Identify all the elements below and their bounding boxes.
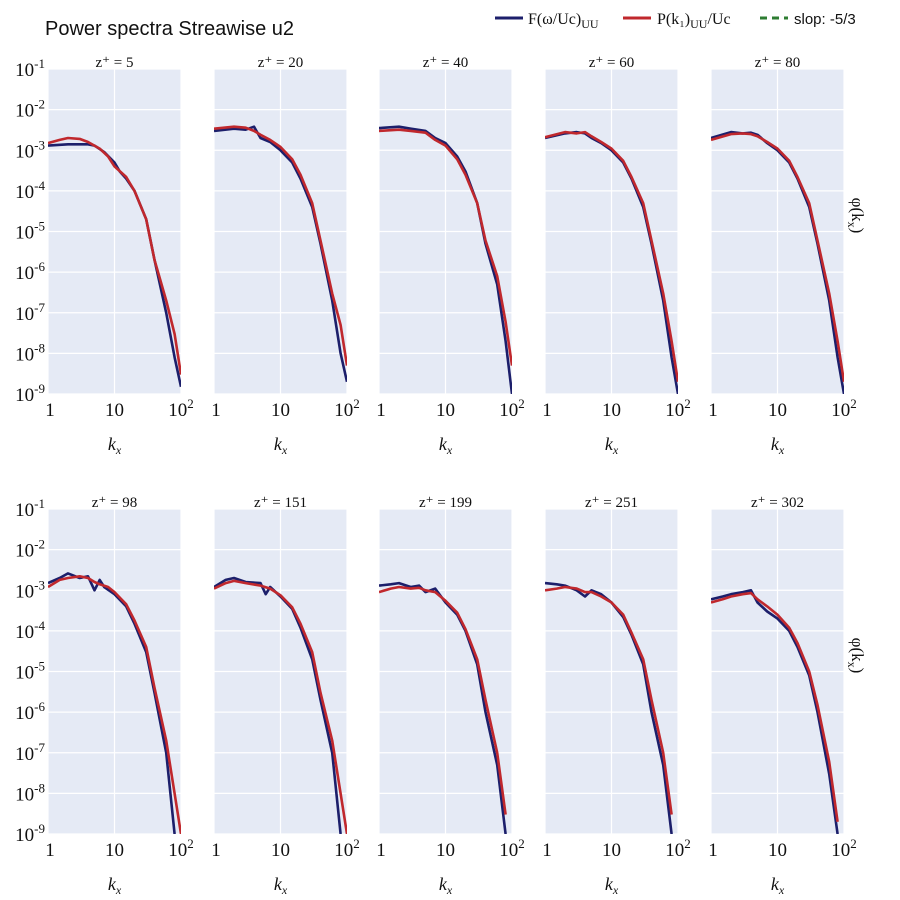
y-tick-label: 10-3: [15, 577, 45, 602]
y-tick-label: 10-8: [15, 780, 45, 805]
y-tick-label: 10-9: [15, 381, 45, 406]
y-tick-label: 10-1: [15, 496, 45, 521]
subplot-title: z⁺ = 60: [589, 55, 635, 71]
panel-8: z⁺ = 251 1 10 102 kx: [542, 495, 691, 897]
y-tick-label: 10-5: [15, 219, 45, 244]
x-tick-label: 1: [542, 840, 552, 861]
x-axis-label: kx: [274, 874, 288, 897]
x-axis-label: kx: [771, 434, 785, 457]
x-axis-label: kx: [439, 874, 453, 897]
x-tick-label: 102: [665, 836, 691, 861]
panel-5: z⁺ = 98 1 10 102 kx 10-1 10-2 10-3 10-4 10-5 10-6 1…: [15, 495, 194, 897]
legend-label-1: P(k₁)UU/Uc: [657, 11, 731, 31]
x-tick-label: 102: [168, 836, 194, 861]
chart-title: Power spectra Streawise u2: [45, 18, 294, 40]
y-tick-label: 10-6: [15, 699, 45, 724]
x-tick-label: 10: [602, 400, 621, 421]
subplot-title: z⁺ = 80: [755, 55, 801, 71]
x-tick-label: 10: [105, 400, 124, 421]
x-tick-label: 10: [602, 840, 621, 861]
series-P-line: [214, 579, 347, 834]
x-tick-label: 102: [334, 836, 360, 861]
series-P-line: [48, 574, 181, 834]
x-tick-label: 102: [334, 396, 360, 421]
panel-4: z⁺ = 80 1 10 102 kx φ(kx): [708, 55, 867, 457]
panel-2: z⁺ = 40 1 10 102 kx: [376, 55, 525, 457]
panel-3: z⁺ = 60 1 10 102 kx: [542, 55, 691, 457]
x-tick-label: 102: [665, 396, 691, 421]
x-tick-label: 1: [376, 840, 386, 861]
subplot-title: z⁺ = 302: [751, 495, 804, 511]
x-tick-label: 1: [45, 840, 55, 861]
series-P-line: [379, 585, 507, 815]
x-axis-label: kx: [108, 874, 122, 897]
subplot-title: z⁺ = 199: [419, 495, 472, 511]
y-tick-label: 10-4: [15, 618, 45, 643]
y-tick-label: 10-7: [15, 300, 45, 325]
x-tick-label: 1: [542, 400, 552, 421]
x-tick-label: 10: [768, 400, 787, 421]
y-tick-label: 10-2: [15, 97, 45, 122]
series-P-line: [545, 130, 678, 383]
x-tick-label: 10: [271, 400, 290, 421]
legend: F(ω/Uc)UU P(k₁)UU/Uc slop: -5/3: [495, 11, 856, 31]
x-tick-label: 10: [436, 840, 455, 861]
y-tick-label: 10-2: [15, 537, 45, 562]
series-F-line: [379, 125, 512, 394]
x-tick-label: 1: [45, 400, 55, 421]
series-P-line: [711, 591, 839, 822]
x-axis-label: kx: [274, 434, 288, 457]
x-tick-label: 10: [105, 840, 124, 861]
panel-6: z⁺ = 151 1 10 102 kx: [211, 495, 360, 897]
series-P-line: [545, 585, 673, 815]
series-P-line: [711, 132, 844, 383]
series-F-line: [711, 588, 839, 834]
y-tick-label: 10-3: [15, 137, 45, 162]
series-P-line: [214, 125, 347, 366]
series-P-line: [379, 128, 512, 366]
x-tick-label: 10: [271, 840, 290, 861]
panel-0: z⁺ = 5 1 10 102 kx 10-1 10-2 10-3 10-4 10-5 10-6 10…: [15, 55, 194, 457]
panel-7: z⁺ = 199 1 10 102 kx: [376, 495, 525, 897]
x-axis-label: kx: [439, 434, 453, 457]
panel-1: z⁺ = 20 1 10 102 kx: [211, 55, 360, 457]
x-axis-label: kx: [108, 434, 122, 457]
x-tick-label: 102: [831, 396, 857, 421]
x-tick-label: 1: [708, 840, 718, 861]
y-tick-label: 10-1: [15, 56, 45, 81]
y-axis-label: φ(kx): [845, 198, 867, 234]
subplot-title: z⁺ = 251: [585, 495, 638, 511]
y-tick-label: 10-7: [15, 740, 45, 765]
x-tick-label: 102: [499, 396, 525, 421]
y-tick-label: 10-8: [15, 340, 45, 365]
x-tick-label: 1: [211, 840, 221, 861]
series-P-line: [48, 136, 181, 375]
x-tick-label: 102: [831, 836, 857, 861]
x-tick-label: 1: [708, 400, 718, 421]
panel-9: z⁺ = 302 1 10 102 kx φ(kx): [708, 495, 867, 897]
y-tick-label: 10-4: [15, 178, 45, 203]
x-tick-label: 1: [211, 400, 221, 421]
x-tick-label: 10: [436, 400, 455, 421]
y-tick-label: 10-6: [15, 259, 45, 284]
x-tick-label: 102: [168, 396, 194, 421]
y-tick-label: 10-5: [15, 659, 45, 684]
subplot-title: z⁺ = 5: [95, 55, 133, 71]
subplot-title: z⁺ = 151: [254, 495, 307, 511]
subplot-title: z⁺ = 40: [423, 55, 469, 71]
y-axis-label: φ(kx): [845, 638, 867, 674]
x-axis-label: kx: [605, 434, 619, 457]
x-axis-label: kx: [771, 874, 785, 897]
x-tick-label: 10: [768, 840, 787, 861]
x-axis-label: kx: [605, 874, 619, 897]
legend-label-0: F(ω/Uc)UU: [528, 11, 599, 31]
panels-grid: z⁺ = 5 1 10 102 kx 10-1 10-2 10-3 10-4 10-5 10-6 10…: [15, 55, 867, 897]
subplot-title: z⁺ = 98: [92, 495, 138, 511]
x-tick-label: 102: [499, 836, 525, 861]
legend-label-2: slop: -5/3: [794, 11, 856, 28]
y-tick-label: 10-9: [15, 821, 45, 846]
x-tick-label: 1: [376, 400, 386, 421]
subplot-title: z⁺ = 20: [258, 55, 304, 71]
